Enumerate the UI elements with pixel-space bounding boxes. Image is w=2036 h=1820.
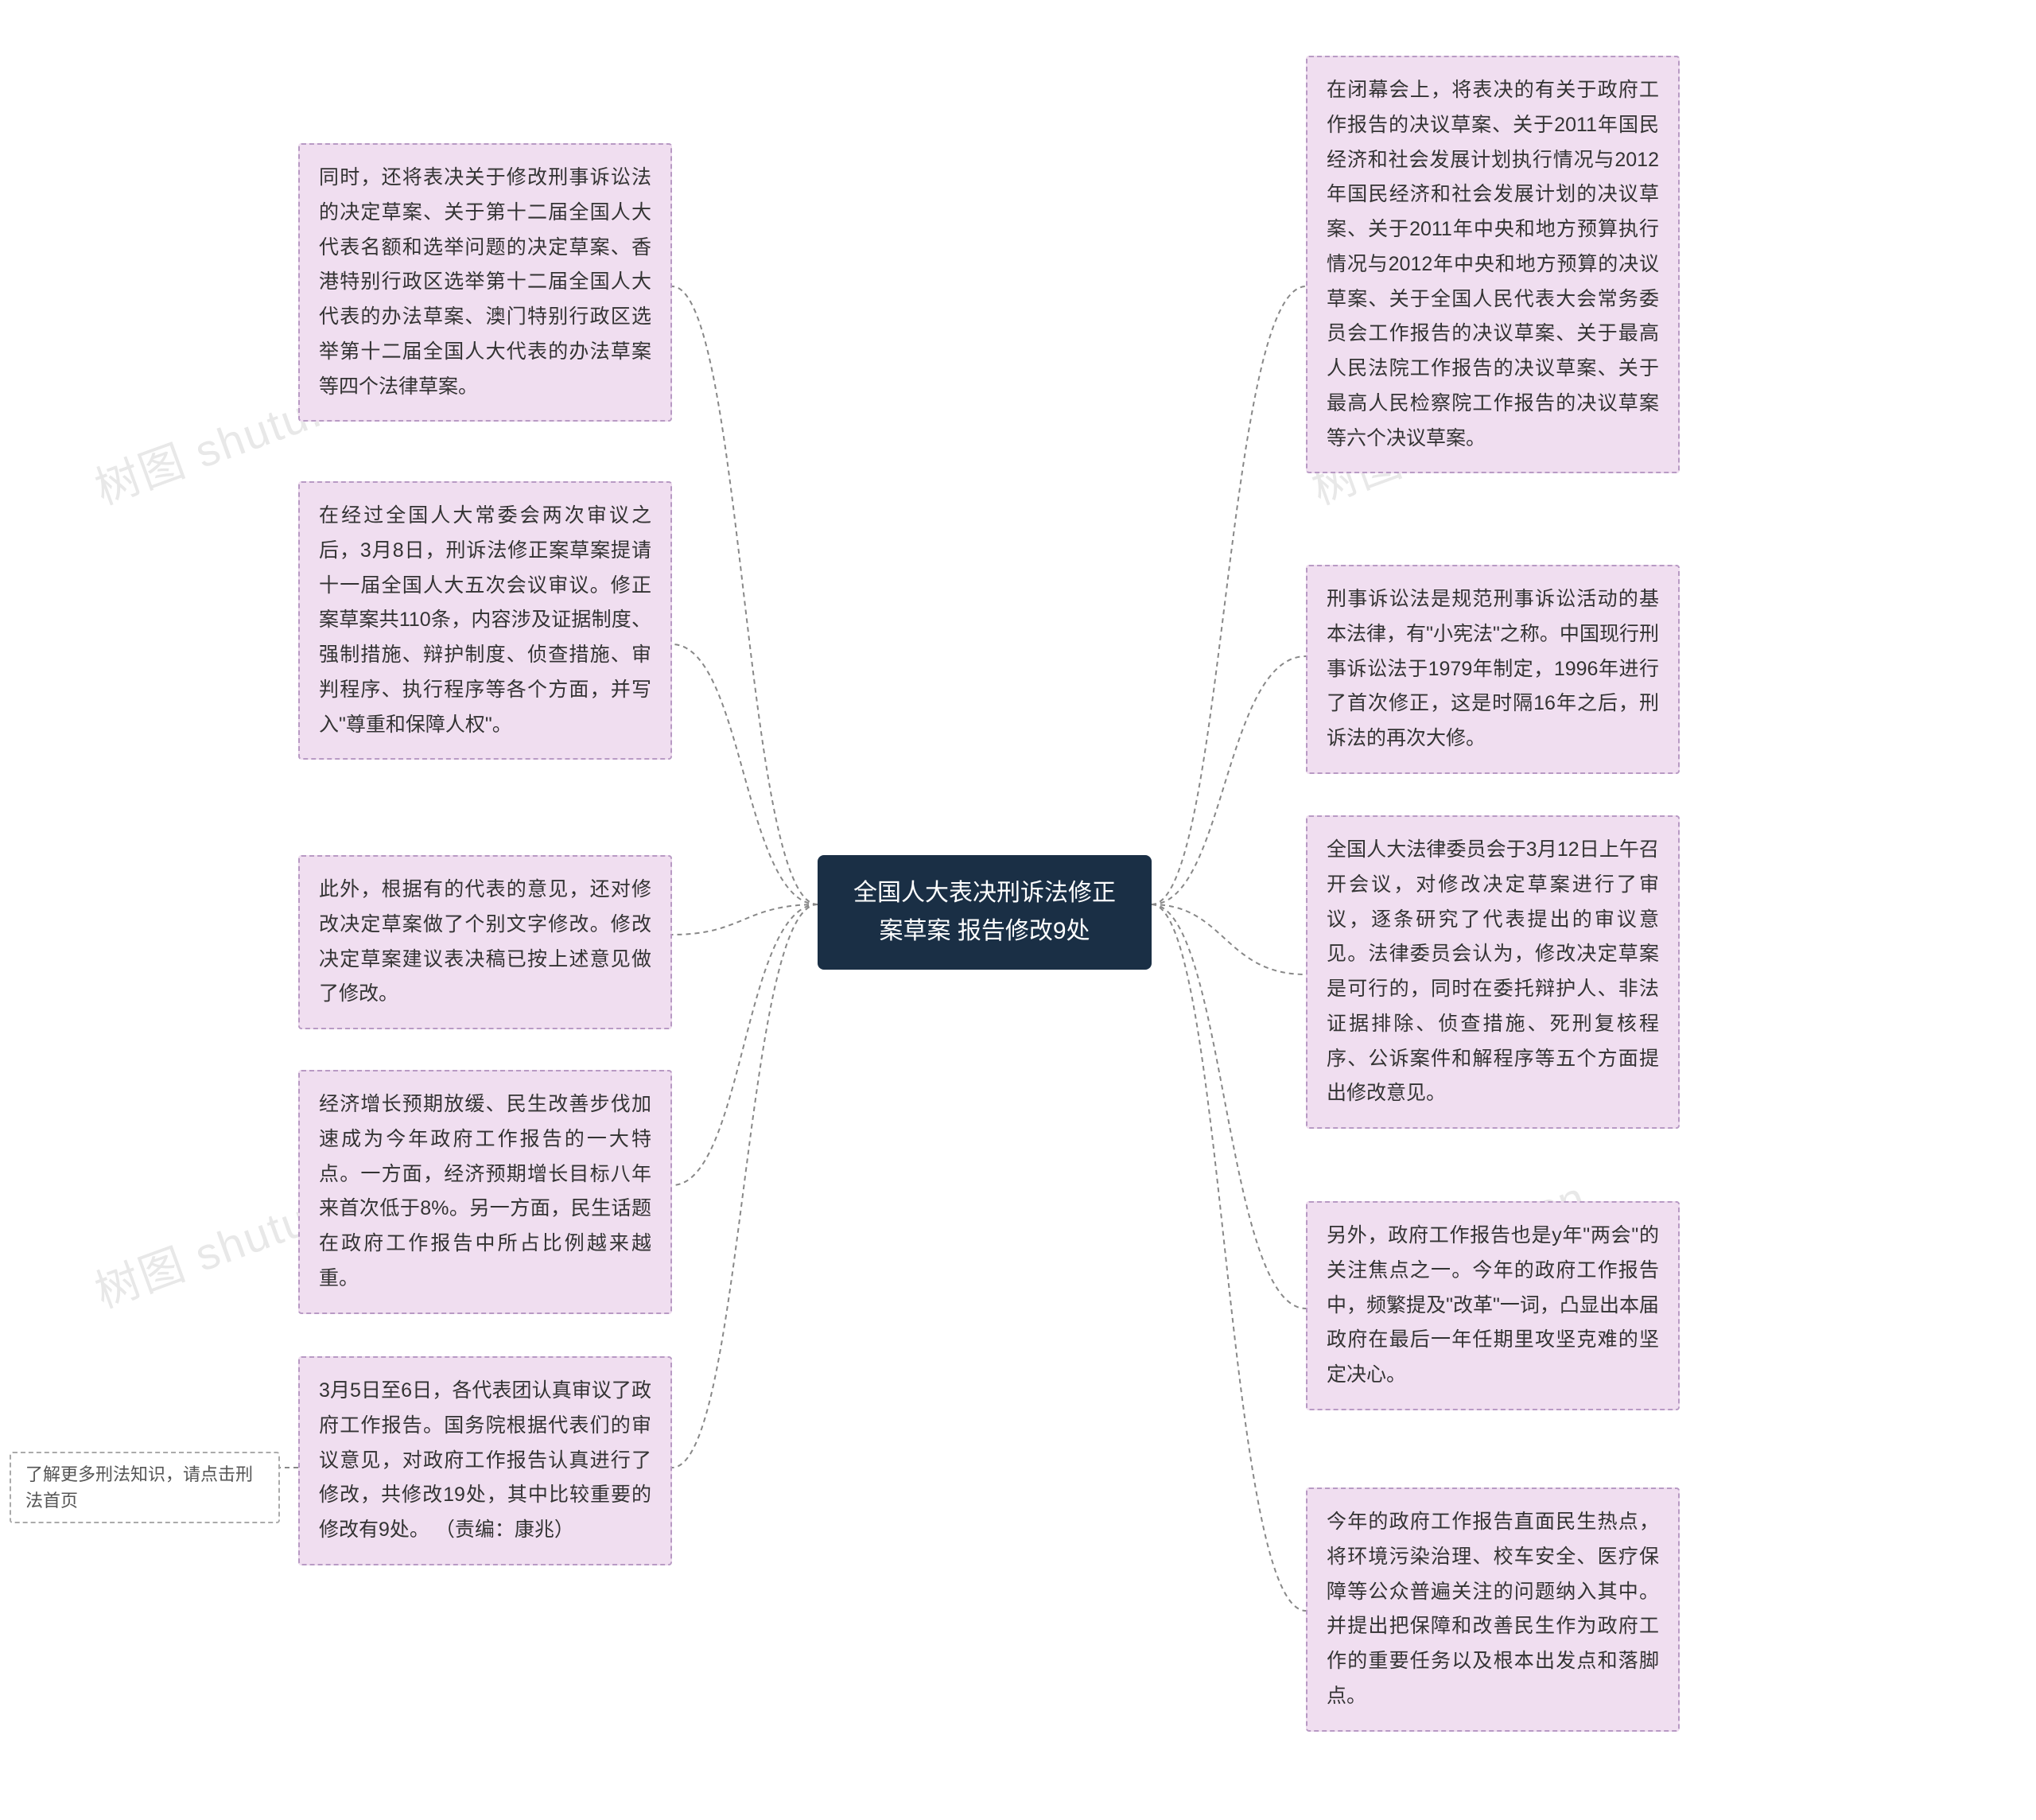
node-text: 同时，还将表决关于修改刑事诉讼法的决定草案、关于第十二届全国人大代表名额和选举问… xyxy=(319,166,651,398)
node-text: 此外，根据有的代表的意见，还对修改决定草案做了个别文字修改。修改决定草案建议表决… xyxy=(319,878,651,1005)
node-text: 刑事诉讼法是规范刑事诉讼活动的基本法律，有"小宪法"之称。中国现行刑事诉讼法于1… xyxy=(1327,588,1659,749)
mindmap-node-l3[interactable]: 此外，根据有的代表的意见，还对修改决定草案做了个别文字修改。修改决定草案建议表决… xyxy=(298,855,672,1029)
mindmap-node-r1[interactable]: 在闭幕会上，将表决的有关于政府工作报告的决议草案、关于2011年国民经济和社会发… xyxy=(1306,56,1680,473)
node-text: 在闭幕会上，将表决的有关于政府工作报告的决议草案、关于2011年国民经济和社会发… xyxy=(1327,79,1659,449)
mindmap-node-sub1[interactable]: 了解更多刑法知识，请点击刑法首页 xyxy=(10,1452,280,1523)
node-text: 3月5日至6日，各代表团认真审议了政府工作报告。国务院根据代表们的审议意见，对政… xyxy=(319,1379,651,1541)
node-text: 全国人大法律委员会于3月12日上午召开会议，对修改决定草案进行了审议，逐条研究了… xyxy=(1327,838,1659,1104)
mindmap-root[interactable]: 全国人大表决刑诉法修正案草案 报告修改9处 xyxy=(818,855,1152,970)
root-title: 全国人大表决刑诉法修正案草案 报告修改9处 xyxy=(853,880,1116,944)
mindmap-node-r3[interactable]: 全国人大法律委员会于3月12日上午召开会议，对修改决定草案进行了审议，逐条研究了… xyxy=(1306,815,1680,1129)
node-text: 今年的政府工作报告直面民生热点，将环境污染治理、校车安全、医疗保障等公众普遍关注… xyxy=(1327,1511,1659,1707)
mindmap-node-r2[interactable]: 刑事诉讼法是规范刑事诉讼活动的基本法律，有"小宪法"之称。中国现行刑事诉讼法于1… xyxy=(1306,565,1680,774)
mindmap-node-l4[interactable]: 经济增长预期放缓、民生改善步伐加速成为今年政府工作报告的一大特点。一方面，经济预… xyxy=(298,1070,672,1314)
mindmap-node-r4[interactable]: 另外，政府工作报告也是y年"两会"的关注焦点之一。今年的政府工作报告中，频繁提及… xyxy=(1306,1201,1680,1410)
node-text: 经济增长预期放缓、民生改善步伐加速成为今年政府工作报告的一大特点。一方面，经济预… xyxy=(319,1093,651,1289)
node-text: 另外，政府工作报告也是y年"两会"的关注焦点之一。今年的政府工作报告中，频繁提及… xyxy=(1327,1224,1659,1386)
mindmap-node-l2[interactable]: 在经过全国人大常委会两次审议之后，3月8日，刑诉法修正案草案提请十一届全国人大五… xyxy=(298,481,672,760)
mindmap-node-r5[interactable]: 今年的政府工作报告直面民生热点，将环境污染治理、校车安全、医疗保障等公众普遍关注… xyxy=(1306,1488,1680,1732)
node-text: 了解更多刑法知识，请点击刑法首页 xyxy=(25,1464,253,1511)
mindmap-node-l1[interactable]: 同时，还将表决关于修改刑事诉讼法的决定草案、关于第十二届全国人大代表名额和选举问… xyxy=(298,143,672,422)
node-text: 在经过全国人大常委会两次审议之后，3月8日，刑诉法修正案草案提请十一届全国人大五… xyxy=(319,504,651,736)
mindmap-node-l5[interactable]: 3月5日至6日，各代表团认真审议了政府工作报告。国务院根据代表们的审议意见，对政… xyxy=(298,1356,672,1565)
